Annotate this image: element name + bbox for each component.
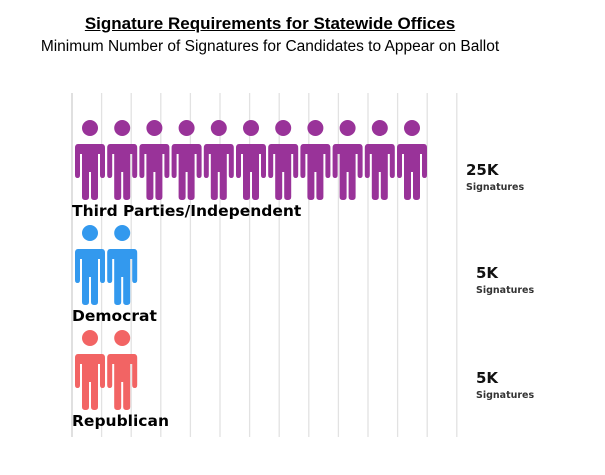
unit-label: Signatures [476,390,535,401]
category-label: Democrat [72,307,157,325]
person-icon [300,120,331,200]
person-icon [107,120,138,200]
person-icon [332,120,363,200]
chart-title: Signature Requirements for Statewide Off… [84,14,456,33]
person-icon [107,330,138,410]
person-icon [139,120,170,200]
chart-subtitle: Minimum Number of Signatures for Candida… [40,38,500,55]
row-democrat: Democrat 5K Signatures [72,225,535,325]
row-republican: Republican 5K Signatures [72,330,535,430]
person-icon [75,330,105,410]
category-label: Third Parties/Independent [72,202,302,220]
row-third-parties-independent: Third Parties/Independent 25K Signatures [72,120,525,220]
value-label: 25K [466,161,500,179]
unit-label: Signatures [466,182,525,193]
person-icon [397,120,427,200]
rows: Third Parties/Independent25KSignaturesDe… [72,120,535,430]
person-icon [364,120,395,200]
person-icon [107,225,138,305]
category-label: Republican [72,412,169,430]
value-label: 5K [476,369,499,387]
person-icon [268,120,299,200]
person-icon [236,120,266,200]
person-icon [75,120,105,200]
person-icon [203,120,234,200]
value-label: 5K [476,264,499,282]
unit-label: Signatures [476,285,535,296]
person-icon [171,120,202,200]
person-icon [75,225,105,305]
